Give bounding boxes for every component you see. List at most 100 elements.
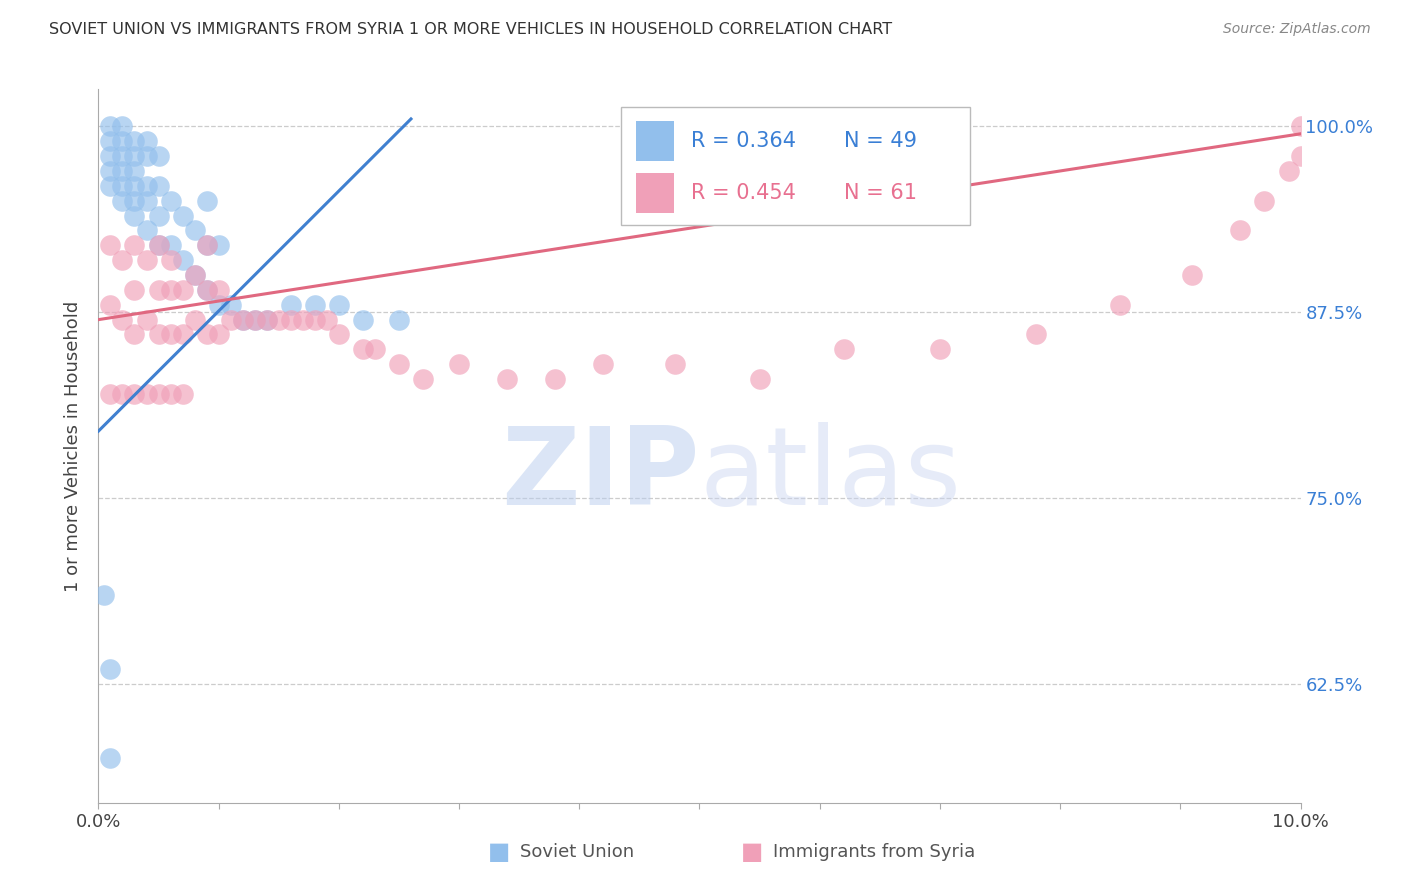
- Point: [124, 387, 146, 401]
- Point: [159, 387, 181, 401]
- Point: [208, 327, 231, 342]
- Point: [100, 662, 122, 676]
- Point: [124, 149, 146, 163]
- Y-axis label: 1 or more Vehicles in Household: 1 or more Vehicles in Household: [65, 301, 83, 591]
- Point: [832, 343, 855, 357]
- Point: [172, 327, 194, 342]
- Point: [183, 223, 205, 237]
- Text: N = 49: N = 49: [844, 131, 917, 152]
- Point: [111, 312, 134, 326]
- Point: [364, 343, 387, 357]
- Point: [111, 120, 134, 134]
- Bar: [636, 173, 675, 212]
- Point: [100, 387, 122, 401]
- Text: ZIP: ZIP: [501, 422, 700, 527]
- Point: [135, 387, 157, 401]
- Point: [304, 298, 326, 312]
- Point: [352, 343, 374, 357]
- Point: [135, 134, 157, 148]
- Point: [304, 312, 326, 326]
- Point: [388, 357, 411, 371]
- Point: [111, 164, 134, 178]
- Point: [219, 312, 242, 326]
- Point: [1181, 268, 1204, 282]
- Point: [111, 149, 134, 163]
- Point: [1289, 120, 1312, 134]
- Point: [280, 298, 302, 312]
- Bar: [636, 121, 675, 161]
- Point: [208, 238, 231, 252]
- Point: [148, 387, 170, 401]
- Point: [148, 283, 170, 297]
- Point: [195, 283, 218, 297]
- Text: ■: ■: [741, 840, 763, 863]
- Point: [135, 223, 157, 237]
- Point: [100, 149, 122, 163]
- Point: [195, 327, 218, 342]
- Point: [208, 298, 231, 312]
- Point: [496, 372, 519, 386]
- Point: [100, 134, 122, 148]
- Text: ■: ■: [488, 840, 510, 863]
- Point: [267, 312, 290, 326]
- Point: [124, 134, 146, 148]
- Point: [111, 178, 134, 193]
- Point: [1109, 298, 1132, 312]
- Point: [111, 387, 134, 401]
- Point: [148, 178, 170, 193]
- Text: atlas: atlas: [700, 422, 962, 527]
- Point: [195, 194, 218, 208]
- Point: [1277, 164, 1299, 178]
- Point: [256, 312, 278, 326]
- Point: [195, 238, 218, 252]
- Point: [111, 134, 134, 148]
- Point: [183, 312, 205, 326]
- Point: [412, 372, 434, 386]
- Point: [148, 327, 170, 342]
- Text: R = 0.364: R = 0.364: [692, 131, 796, 152]
- Point: [1229, 223, 1251, 237]
- Point: [195, 238, 218, 252]
- Point: [328, 298, 350, 312]
- Point: [100, 164, 122, 178]
- Point: [315, 312, 337, 326]
- Point: [100, 298, 122, 312]
- Text: Soviet Union: Soviet Union: [520, 843, 634, 861]
- Point: [135, 178, 157, 193]
- Point: [124, 178, 146, 193]
- Point: [100, 751, 122, 765]
- Point: [447, 357, 470, 371]
- Point: [159, 238, 181, 252]
- Point: [1289, 149, 1312, 163]
- Point: [135, 194, 157, 208]
- Text: R = 0.454: R = 0.454: [692, 184, 796, 203]
- Point: [159, 327, 181, 342]
- Point: [232, 312, 254, 326]
- Point: [172, 387, 194, 401]
- Point: [124, 283, 146, 297]
- Point: [243, 312, 266, 326]
- FancyBboxPatch shape: [621, 107, 970, 225]
- Point: [148, 209, 170, 223]
- Point: [232, 312, 254, 326]
- Point: [592, 357, 614, 371]
- Point: [544, 372, 567, 386]
- Text: Immigrants from Syria: Immigrants from Syria: [773, 843, 976, 861]
- Point: [148, 149, 170, 163]
- Point: [159, 194, 181, 208]
- Point: [291, 312, 314, 326]
- Point: [243, 312, 266, 326]
- Point: [159, 283, 181, 297]
- Point: [135, 312, 157, 326]
- Point: [388, 312, 411, 326]
- Point: [172, 209, 194, 223]
- Point: [183, 268, 205, 282]
- Point: [195, 283, 218, 297]
- Point: [219, 298, 242, 312]
- Text: SOVIET UNION VS IMMIGRANTS FROM SYRIA 1 OR MORE VEHICLES IN HOUSEHOLD CORRELATIO: SOVIET UNION VS IMMIGRANTS FROM SYRIA 1 …: [49, 22, 893, 37]
- Point: [124, 194, 146, 208]
- Point: [100, 178, 122, 193]
- Point: [256, 312, 278, 326]
- Point: [124, 238, 146, 252]
- Point: [929, 343, 952, 357]
